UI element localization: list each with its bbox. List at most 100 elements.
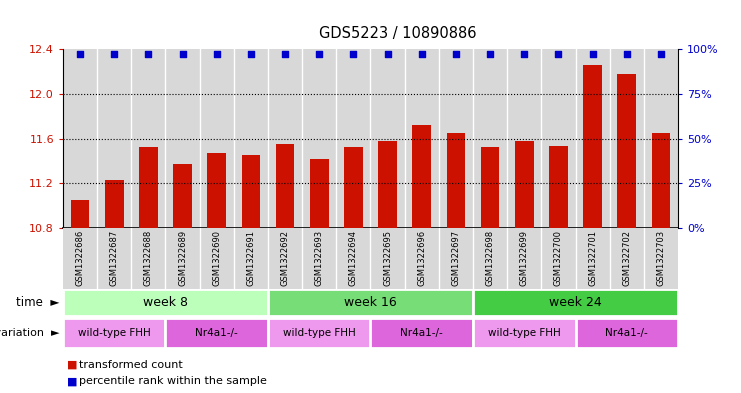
Point — [348, 51, 359, 58]
Bar — [336, 49, 370, 228]
Bar — [651, 133, 671, 228]
Text: GSM1322697: GSM1322697 — [451, 230, 460, 286]
Bar — [310, 159, 329, 228]
Text: GSM1322688: GSM1322688 — [144, 230, 153, 286]
Bar — [610, 49, 644, 228]
Text: percentile rank within the sample: percentile rank within the sample — [79, 376, 268, 386]
Text: ■: ■ — [67, 376, 77, 386]
Text: GSM1322694: GSM1322694 — [349, 230, 358, 286]
Text: GSM1322695: GSM1322695 — [383, 230, 392, 286]
Text: Nr4a1-/-: Nr4a1-/- — [400, 328, 443, 338]
Bar — [583, 65, 602, 228]
Text: wild-type FHH: wild-type FHH — [283, 328, 356, 338]
Text: GSM1322686: GSM1322686 — [76, 230, 84, 286]
Point — [484, 51, 496, 58]
Bar — [131, 49, 165, 228]
Point — [210, 51, 222, 58]
Bar — [549, 146, 568, 228]
Bar — [104, 180, 124, 228]
Bar — [63, 289, 268, 316]
Text: GSM1322692: GSM1322692 — [281, 230, 290, 286]
Bar — [576, 49, 610, 228]
Text: GSM1322687: GSM1322687 — [110, 230, 119, 286]
Text: week 16: week 16 — [344, 296, 397, 309]
Bar — [173, 164, 192, 228]
Bar — [63, 318, 165, 348]
Bar — [165, 318, 268, 348]
Bar — [97, 49, 131, 228]
Bar — [276, 144, 294, 228]
Bar — [234, 228, 268, 289]
Bar — [507, 228, 542, 289]
Bar — [481, 147, 499, 228]
Point — [245, 51, 257, 58]
Bar — [63, 228, 97, 289]
Point — [74, 51, 86, 58]
Bar — [515, 141, 534, 228]
Text: GSM1322701: GSM1322701 — [588, 230, 597, 286]
Point — [142, 51, 154, 58]
Bar — [542, 228, 576, 289]
Text: Nr4a1-/-: Nr4a1-/- — [196, 328, 238, 338]
Point — [416, 51, 428, 58]
Bar — [242, 155, 260, 228]
Bar — [610, 228, 644, 289]
Text: ■: ■ — [67, 360, 77, 370]
Bar — [63, 49, 97, 228]
Point — [587, 51, 599, 58]
Point — [553, 51, 565, 58]
Text: GSM1322696: GSM1322696 — [417, 230, 426, 286]
Bar — [268, 289, 473, 316]
Bar — [542, 49, 576, 228]
Bar — [473, 289, 678, 316]
Point — [450, 51, 462, 58]
Bar — [268, 318, 370, 348]
Text: GDS5223 / 10890886: GDS5223 / 10890886 — [319, 26, 476, 41]
Bar — [268, 49, 302, 228]
Bar — [405, 49, 439, 228]
Bar — [139, 147, 158, 228]
Text: week 24: week 24 — [549, 296, 602, 309]
Bar — [97, 228, 131, 289]
Point — [621, 51, 633, 58]
Bar — [576, 318, 678, 348]
Bar — [370, 49, 405, 228]
Bar — [439, 49, 473, 228]
Text: time  ►: time ► — [16, 296, 59, 309]
Text: GSM1322699: GSM1322699 — [519, 230, 529, 286]
Text: week 8: week 8 — [143, 296, 188, 309]
Bar — [70, 200, 90, 228]
Bar — [644, 228, 678, 289]
Bar — [199, 228, 234, 289]
Text: GSM1322691: GSM1322691 — [247, 230, 256, 286]
Point — [382, 51, 393, 58]
Bar — [473, 49, 507, 228]
Point — [655, 51, 667, 58]
Bar — [447, 133, 465, 228]
Bar — [302, 228, 336, 289]
Text: Nr4a1-/-: Nr4a1-/- — [605, 328, 648, 338]
Bar — [370, 318, 473, 348]
Bar — [207, 153, 226, 228]
Bar — [344, 147, 363, 228]
Text: GSM1322700: GSM1322700 — [554, 230, 563, 286]
Bar — [131, 228, 165, 289]
Text: GSM1322690: GSM1322690 — [212, 230, 222, 286]
Bar — [234, 49, 268, 228]
Text: GSM1322702: GSM1322702 — [622, 230, 631, 286]
Bar — [439, 228, 473, 289]
Point — [518, 51, 530, 58]
Text: GSM1322693: GSM1322693 — [315, 230, 324, 286]
Bar — [405, 228, 439, 289]
Bar — [473, 318, 576, 348]
Bar — [644, 49, 678, 228]
Bar — [576, 228, 610, 289]
Point — [108, 51, 120, 58]
Bar — [336, 228, 370, 289]
Bar — [165, 228, 199, 289]
Bar — [617, 74, 637, 228]
Bar — [370, 228, 405, 289]
Point — [313, 51, 325, 58]
Text: wild-type FHH: wild-type FHH — [488, 328, 561, 338]
Text: GSM1322698: GSM1322698 — [485, 230, 494, 286]
